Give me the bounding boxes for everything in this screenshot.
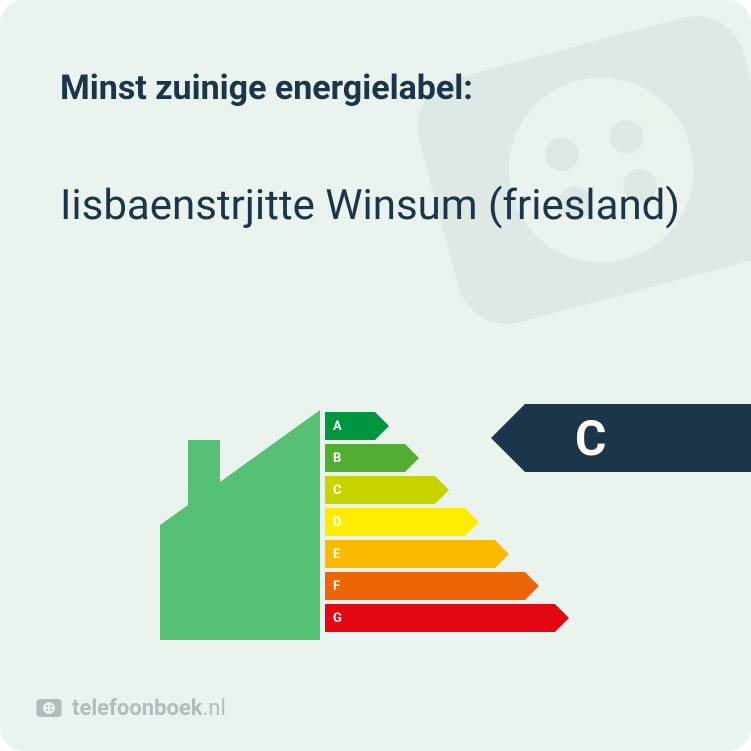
bar-row-g: G bbox=[325, 604, 555, 632]
bar-row-c: C bbox=[325, 476, 555, 504]
bar-label: D bbox=[333, 515, 341, 530]
brand-name-bold: telefoonboek bbox=[72, 696, 203, 721]
bar-a: A bbox=[325, 412, 375, 440]
bar-label: E bbox=[333, 547, 340, 562]
bar-e: E bbox=[325, 540, 495, 568]
bar-label: F bbox=[333, 579, 340, 594]
footer-brand: telefoonboek.nl bbox=[34, 693, 226, 723]
bar-b: B bbox=[325, 444, 405, 472]
rating-badge-text: C bbox=[575, 410, 606, 467]
brand-tld: .nl bbox=[203, 696, 226, 721]
brand-icon bbox=[34, 693, 64, 723]
bar-label: G bbox=[333, 611, 342, 626]
card-title: Minst zuinige energielabel: bbox=[60, 68, 473, 108]
rating-badge: C bbox=[525, 404, 751, 472]
house-icon bbox=[160, 410, 320, 640]
bar-label: C bbox=[333, 483, 342, 498]
bar-row-e: E bbox=[325, 540, 555, 568]
brand-text: telefoonboek.nl bbox=[72, 696, 226, 721]
card-subtitle: Iisbaenstrjitte Winsum (friesland) bbox=[60, 180, 691, 233]
bar-row-f: F bbox=[325, 572, 555, 600]
bar-c: C bbox=[325, 476, 435, 504]
bar-d: D bbox=[325, 508, 465, 536]
bar-label: B bbox=[333, 451, 341, 466]
bar-label: A bbox=[333, 419, 342, 434]
bar-row-d: D bbox=[325, 508, 555, 536]
bar-f: F bbox=[325, 572, 525, 600]
bar-g: G bbox=[325, 604, 555, 632]
energy-label-card: Minst zuinige energielabel: Iisbaenstrji… bbox=[0, 0, 751, 751]
